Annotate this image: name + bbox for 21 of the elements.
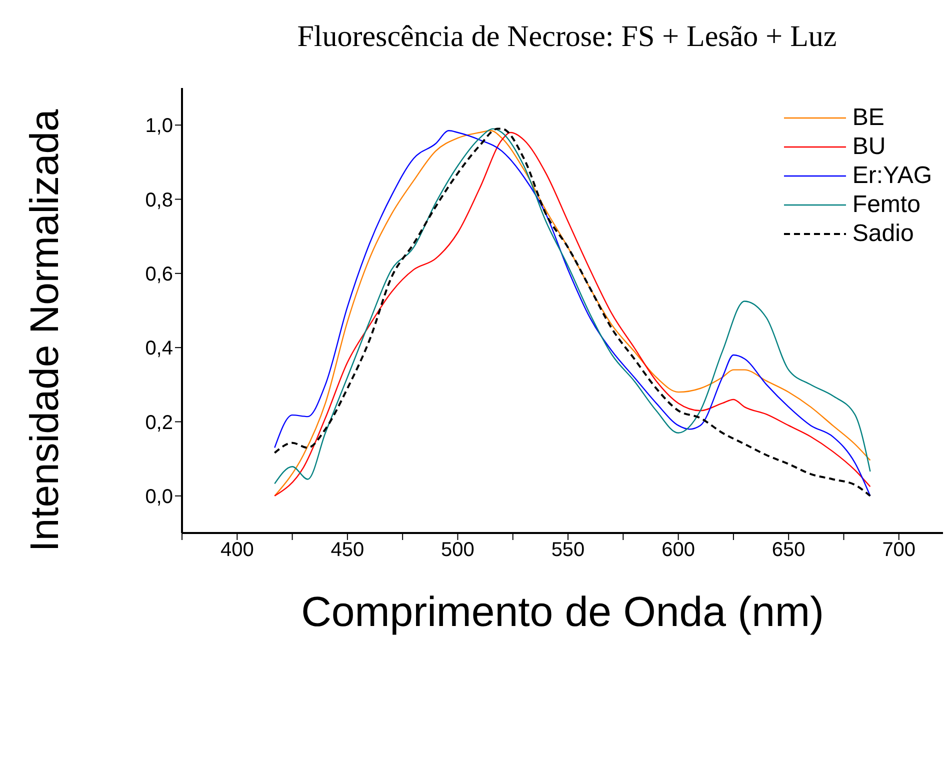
y-tick-label: 0,8 <box>145 189 173 212</box>
x-tick-label: 500 <box>441 539 474 562</box>
x-axis-title: Comprimento de Onda (nm) <box>301 588 824 635</box>
legend-label: Sadio <box>852 219 914 248</box>
x-tick-label: 650 <box>772 539 806 562</box>
y-tick-label: 1,0 <box>145 115 173 138</box>
y-axis-title: Intensidade Normalizada <box>23 108 67 552</box>
chart-title: Fluorescência de Necrose: FS + Lesão + Luz <box>296 20 838 54</box>
legend-label: BE <box>852 103 884 132</box>
x-tick-label: 400 <box>220 539 254 562</box>
x-tick-label: 450 <box>330 539 364 562</box>
y-tick-label: 0,6 <box>145 264 173 286</box>
y-tick-label: 0,0 <box>145 486 173 508</box>
y-tick-label: 0,2 <box>145 412 173 434</box>
y-tick-label: 0,4 <box>145 338 173 360</box>
x-tick-label: 600 <box>662 539 695 562</box>
legend-label: Femto <box>852 190 920 219</box>
x-tick-label: 700 <box>882 539 916 562</box>
legend-label: BU <box>852 132 886 161</box>
legend-label: Er:YAG <box>852 161 932 190</box>
x-tick-label: 550 <box>551 539 585 562</box>
